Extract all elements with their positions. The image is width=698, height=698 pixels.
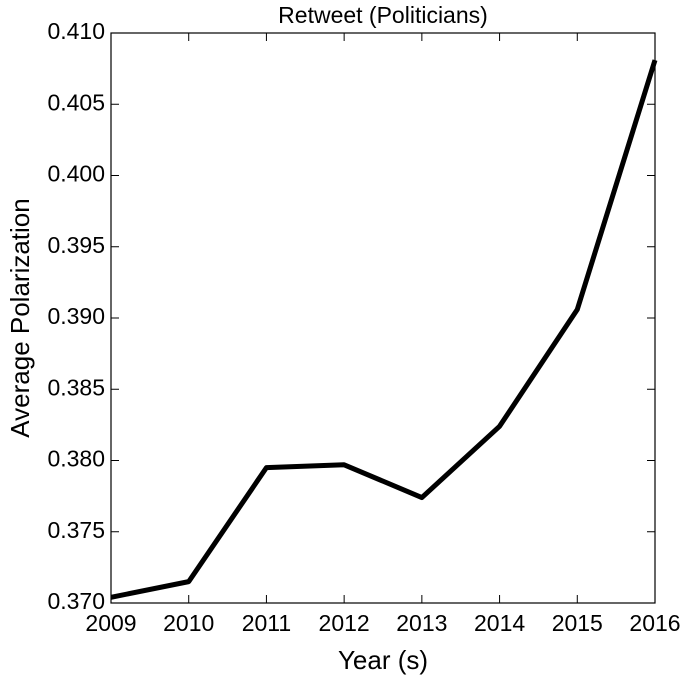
y-tick-label: 0.375 <box>47 517 105 543</box>
y-tick-label: 0.410 <box>47 18 105 44</box>
y-tick-label: 0.405 <box>47 89 105 115</box>
x-tick-label: 2015 <box>552 610 603 636</box>
y-axis-label: Average Polarization <box>5 198 35 437</box>
y-tick-label: 0.395 <box>47 232 105 258</box>
x-tick-label: 2013 <box>396 610 447 636</box>
x-tick-label: 2012 <box>319 610 370 636</box>
x-tick-label: 2010 <box>163 610 214 636</box>
chart-title: Retweet (Politicians) <box>278 2 488 28</box>
x-axis-label: Year (s) <box>338 645 428 675</box>
x-tick-label: 2016 <box>629 610 680 636</box>
x-tick-label: 2011 <box>242 610 291 636</box>
y-tick-label: 0.370 <box>47 588 105 614</box>
data-line <box>110 59 658 600</box>
y-tick-label: 0.400 <box>47 161 105 187</box>
y-tick-label: 0.390 <box>47 303 105 329</box>
x-tick-label: 2014 <box>474 610 525 636</box>
y-tick-label: 0.380 <box>47 446 105 472</box>
y-tick-label: 0.385 <box>47 374 105 400</box>
x-tick-label: 2009 <box>85 610 136 636</box>
